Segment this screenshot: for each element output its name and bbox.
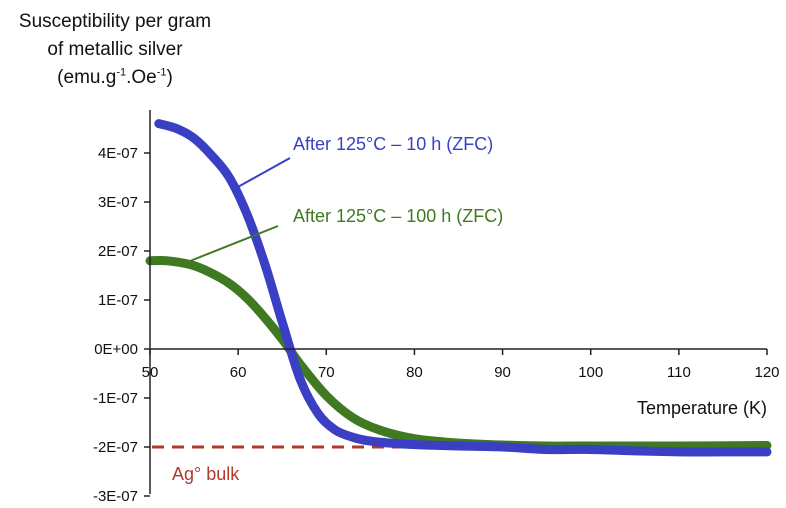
- series-line-100h: [145, 255, 772, 451]
- y-tick-label: 0E+00: [94, 341, 138, 358]
- y-tick-label: -2E-07: [93, 439, 138, 456]
- series-label-10h: After 125°C – 10 h (ZFC): [293, 134, 493, 154]
- y-tick-label: 3E-07: [98, 194, 138, 211]
- y-axis-title-units: (emu.g-1.Oe-1): [57, 66, 173, 88]
- x-tick-label: 60: [230, 364, 247, 381]
- series-10h-leader-line: [235, 157, 291, 189]
- x-tick-label: 110: [667, 364, 691, 381]
- y-axis-title-line-2: of metallic silver: [47, 39, 183, 60]
- y-tick-label: 2E-07: [98, 243, 138, 260]
- x-tick-label: 100: [578, 364, 603, 381]
- x-tick-label: 80: [406, 364, 423, 381]
- y-tick-label: -3E-07: [93, 488, 138, 505]
- annotation-layer: Temperature (K) After 125°C – 10 h (ZFC) A…: [172, 134, 767, 484]
- y-tick-label: -1E-07: [93, 390, 138, 407]
- x-axis-title: Temperature (K): [637, 398, 767, 418]
- y-tick-label: 4E-07: [98, 145, 138, 162]
- series-layer: [145, 119, 772, 457]
- x-tick-label: 120: [754, 364, 779, 381]
- x-tick-label: 70: [318, 364, 335, 381]
- series-100h-leader-line: [179, 225, 279, 266]
- x-tick-label: 50: [142, 364, 159, 381]
- y-tick-label: 1E-07: [98, 292, 138, 309]
- series-label-100h: After 125°C – 100 h (ZFC): [293, 206, 503, 226]
- y-axis-title-line-1: Susceptibility per gram: [18, 11, 212, 32]
- x-tick-label: 90: [494, 364, 511, 381]
- axis-layer: 4E-07 3E-07 2E-07 1E-07 0E+00 -1E-07 -2E-07 -3E…: [93, 110, 780, 505]
- series-line-10h: [154, 119, 772, 457]
- reference-line-label: Ag° bulk: [172, 464, 240, 484]
